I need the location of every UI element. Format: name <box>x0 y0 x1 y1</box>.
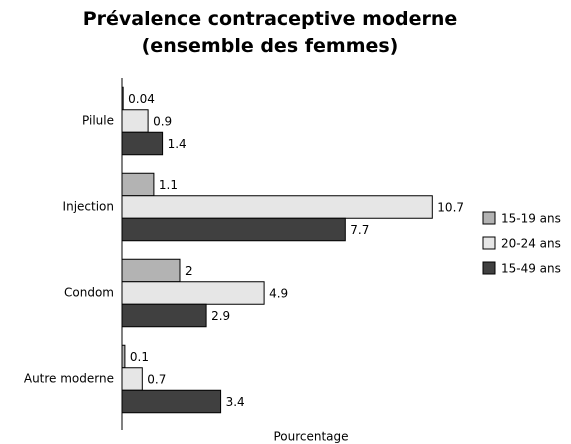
value-label: 0.04 <box>128 92 155 106</box>
y-tick-label: Pilule <box>82 114 114 128</box>
legend-label: 15-49 ans <box>501 262 561 276</box>
x-axis-label: Pourcentage <box>273 430 348 444</box>
value-label: 4.9 <box>269 287 288 301</box>
bar <box>121 367 143 391</box>
chart-title: Prévalence contraceptive moderne (ensemb… <box>82 8 458 57</box>
value-label: 2 <box>185 264 193 278</box>
bar <box>121 258 181 283</box>
legend-swatch <box>482 211 496 225</box>
value-label: 7.7 <box>350 223 369 237</box>
value-label: 1.1 <box>159 178 178 192</box>
value-label: 10.7 <box>437 201 464 215</box>
legend-swatch <box>482 236 496 250</box>
bar <box>121 195 433 219</box>
bar <box>121 281 265 305</box>
bar <box>121 389 222 414</box>
value-label: 3.4 <box>226 395 245 409</box>
value-label: 0.9 <box>153 115 172 129</box>
bar <box>121 86 124 111</box>
legend-swatch <box>482 261 496 275</box>
value-label: 1.4 <box>168 137 187 151</box>
bar <box>121 344 126 369</box>
legend-label: 20-24 ans <box>501 237 561 251</box>
y-tick-label: Injection <box>63 200 114 214</box>
bar <box>121 109 149 133</box>
y-tick-label: Autre moderne <box>24 372 114 386</box>
bar <box>121 303 207 328</box>
value-label: 0.1 <box>130 350 149 364</box>
value-label: 2.9 <box>211 309 230 323</box>
y-tick-label: Condom <box>64 286 114 300</box>
value-label: 0.7 <box>147 373 166 387</box>
bar <box>121 217 346 242</box>
bar <box>121 131 164 156</box>
bar <box>121 172 155 197</box>
legend-label: 15-19 ans <box>501 212 561 226</box>
